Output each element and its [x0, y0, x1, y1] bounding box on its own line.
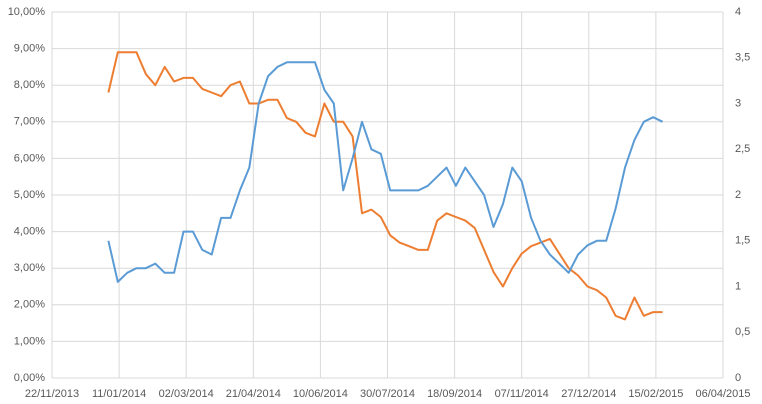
x-tick-label: 27/12/2014	[561, 388, 616, 400]
x-tick-label: 15/02/2015	[628, 388, 683, 400]
y2-tick-label: 0	[735, 372, 741, 384]
x-tick-label: 07/11/2014	[495, 388, 549, 400]
y2-tick-label: 2	[735, 189, 741, 201]
y-tick-label: 1,00%	[14, 335, 45, 347]
x-tick-label: 11/01/2014	[92, 388, 146, 400]
x-tick-label: 02/03/2014	[159, 388, 214, 400]
series-line	[107, 61, 664, 283]
y-tick-label: 8,00%	[14, 79, 45, 91]
y2-tick-label: 3	[735, 97, 741, 109]
y2-tick-label: 1	[735, 280, 741, 292]
x-tick-label: 18/09/2014	[427, 388, 482, 400]
y2-tick-label: 1,5	[735, 235, 750, 247]
y-tick-label: 9,00%	[14, 43, 45, 55]
x-tick-label: 21/04/2014	[226, 388, 281, 400]
y2-tick-label: 4	[735, 6, 741, 18]
y2-tick-label: 0,5	[735, 326, 750, 338]
y-tick-label: 0,00%	[14, 372, 45, 384]
series-line	[107, 51, 663, 321]
y-tick-label: 7,00%	[14, 116, 45, 128]
y2-tick-label: 3,5	[735, 52, 750, 64]
x-tick-label: 30/07/2014	[360, 388, 415, 400]
x-tick-label: 22/11/2013	[25, 388, 79, 400]
y-tick-label: 3,00%	[14, 262, 45, 274]
x-tick-label: 06/04/2015	[695, 388, 750, 400]
y-tick-label: 4,00%	[14, 226, 45, 238]
y2-tick-label: 2,5	[735, 143, 750, 155]
y-tick-label: 2,00%	[14, 299, 45, 311]
y-tick-label: 5,00%	[14, 189, 45, 201]
y-tick-label: 10,00%	[8, 6, 46, 18]
x-tick-label: 10/06/2014	[293, 388, 348, 400]
y-tick-label: 6,00%	[14, 152, 45, 164]
